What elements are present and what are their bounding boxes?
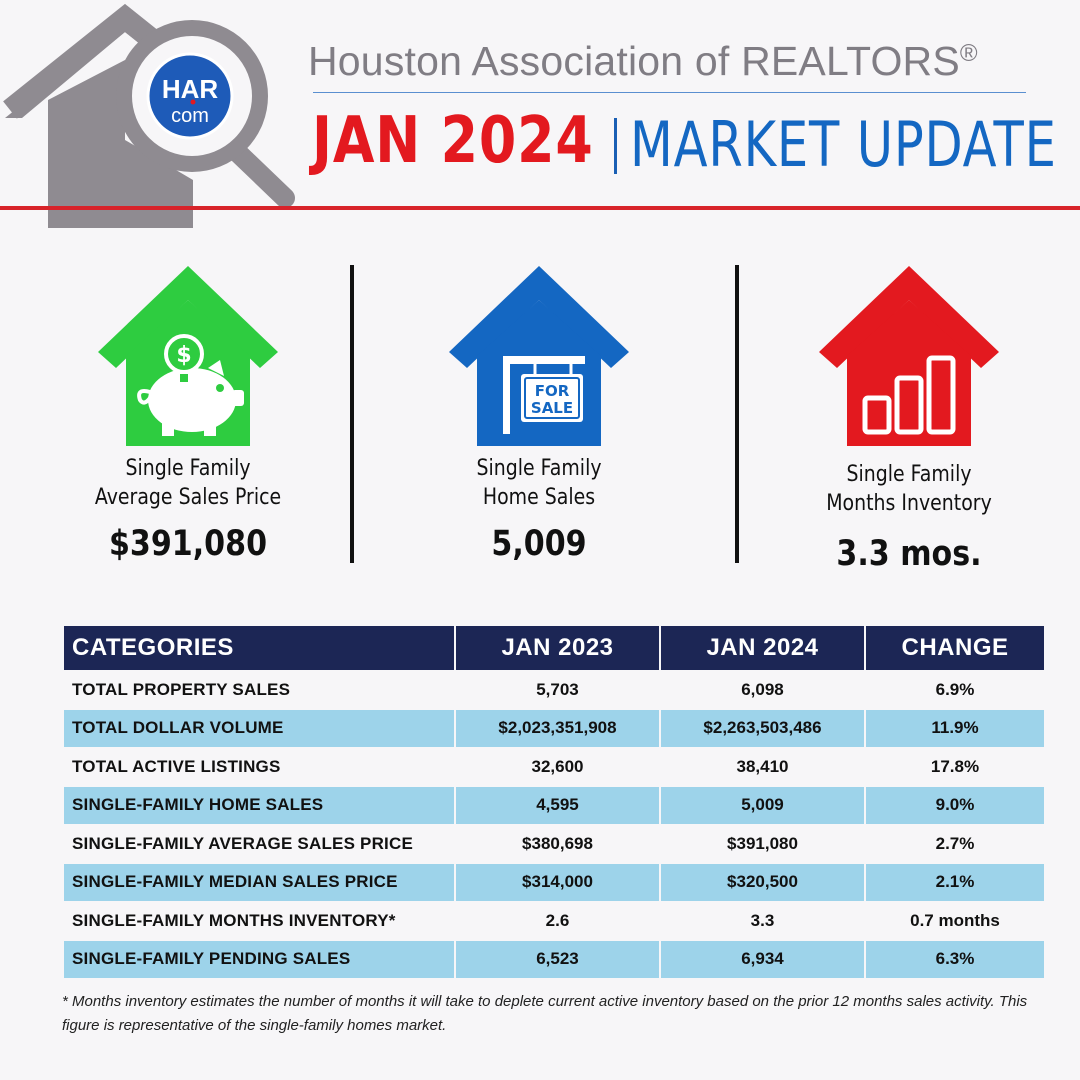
organization-name: Houston Association of REALTORS® xyxy=(308,38,1058,85)
row-jan-2023: $380,698 xyxy=(456,824,661,863)
row-jan-2023: 32,600 xyxy=(456,747,661,786)
row-jan-2023: 2.6 xyxy=(456,901,661,940)
table-row: SINGLE-FAMILY PENDING SALES 6,523 6,934 … xyxy=(64,939,1044,978)
row-change: 6.3% xyxy=(866,939,1044,978)
stat-label-line2: Home Sales xyxy=(482,485,596,510)
row-change: 6.9% xyxy=(866,670,1044,709)
stat-label-line1: Single Family xyxy=(846,462,972,487)
stat-label-line2: Months Inventory xyxy=(826,491,992,516)
stat-label-line1: Single Family xyxy=(125,456,251,481)
header-red-rule xyxy=(0,206,1080,210)
row-change: 17.8% xyxy=(866,747,1044,786)
row-change: 9.0% xyxy=(866,785,1044,824)
table-row: SINGLE-FAMILY HOME SALES 4,595 5,009 9.0… xyxy=(64,785,1044,824)
row-jan-2023: 4,595 xyxy=(456,785,661,824)
stat-home-sales: FOR SALE Single Family Home Sales 5,009 xyxy=(389,260,689,564)
row-jan-2023: 5,703 xyxy=(456,670,661,709)
registered-mark: ® xyxy=(959,40,978,67)
row-category: TOTAL PROPERTY SALES xyxy=(64,670,456,709)
row-jan-2023: $314,000 xyxy=(456,862,661,901)
row-category: SINGLE-FAMILY HOME SALES xyxy=(64,785,456,824)
sign-sale-text: SALE xyxy=(531,399,573,417)
month-title: JAN 2024 xyxy=(312,104,594,178)
stat-label: Single Family Months Inventory xyxy=(780,460,1038,518)
row-change: 2.1% xyxy=(866,862,1044,901)
row-jan-2024: 38,410 xyxy=(661,747,866,786)
piggy-bank-house-icon: $ xyxy=(98,266,278,446)
header-divider xyxy=(313,92,1026,93)
table-row: TOTAL ACTIVE LISTINGS 32,600 38,410 17.8… xyxy=(64,747,1044,786)
row-jan-2024: $320,500 xyxy=(661,862,866,901)
stat-label: Single Family Home Sales xyxy=(410,454,668,512)
row-jan-2023: 6,523 xyxy=(456,939,661,978)
stat-divider xyxy=(735,265,739,563)
stat-label: Single Family Average Sales Price xyxy=(59,454,317,512)
table-row: SINGLE-FAMILY MEDIAN SALES PRICE $314,00… xyxy=(64,862,1044,901)
market-data-table: CATEGORIES JAN 2023 JAN 2024 CHANGE TOTA… xyxy=(64,626,1044,978)
row-change: 0.7 months xyxy=(866,901,1044,940)
stat-value: $391,080 xyxy=(108,524,268,564)
header-categories: CATEGORIES xyxy=(64,626,456,670)
row-jan-2024: $2,263,503,486 xyxy=(661,708,866,747)
logo-com-text: com xyxy=(171,105,209,127)
row-jan-2023: $2,023,351,908 xyxy=(456,708,661,747)
table-row: SINGLE-FAMILY MONTHS INVENTORY* 2.6 3.3 … xyxy=(64,901,1044,940)
stat-value: 3.3 mos. xyxy=(836,534,982,574)
stat-label-line1: Single Family xyxy=(476,456,602,481)
row-category: SINGLE-FAMILY MONTHS INVENTORY* xyxy=(64,901,456,940)
row-change: 2.7% xyxy=(866,824,1044,863)
stat-divider xyxy=(350,265,354,563)
row-change: 11.9% xyxy=(866,708,1044,747)
table-header-row: CATEGORIES JAN 2023 JAN 2024 CHANGE xyxy=(64,626,1044,670)
footnote: * Months inventory estimates the number … xyxy=(62,993,1028,1034)
row-category: SINGLE-FAMILY MEDIAN SALES PRICE xyxy=(64,862,456,901)
row-jan-2024: 6,098 xyxy=(661,670,866,709)
header-jan-2023: JAN 2023 xyxy=(456,626,661,670)
sign-for-text: FOR xyxy=(535,382,570,400)
row-jan-2024: 6,934 xyxy=(661,939,866,978)
for-sale-house-icon: FOR SALE xyxy=(449,266,629,446)
har-logo: HAR com xyxy=(3,3,295,228)
magnifier-icon xyxy=(116,20,295,208)
svg-text:$: $ xyxy=(176,343,191,368)
row-category: TOTAL ACTIVE LISTINGS xyxy=(64,747,456,786)
logo-har-text: HAR xyxy=(162,74,219,104)
title-separator xyxy=(614,118,617,174)
row-category: TOTAL DOLLAR VOLUME xyxy=(64,708,456,747)
table-row: TOTAL PROPERTY SALES 5,703 6,098 6.9% xyxy=(64,670,1044,709)
logo-dot xyxy=(190,99,196,105)
stat-months-inventory: Single Family Months Inventory 3.3 mos. xyxy=(759,260,1059,574)
row-jan-2024: 3.3 xyxy=(661,901,866,940)
row-jan-2024: $391,080 xyxy=(661,824,866,863)
row-category: SINGLE-FAMILY PENDING SALES xyxy=(64,939,456,978)
header-jan-2024: JAN 2024 xyxy=(661,626,866,670)
stat-value: 5,009 xyxy=(491,524,587,564)
organization-name-text: Houston Association of REALTORS xyxy=(308,38,960,84)
row-category: SINGLE-FAMILY AVERAGE SALES PRICE xyxy=(64,824,456,863)
stat-average-sales-price: $ Single Family Average Sales Price $391,… xyxy=(38,260,338,564)
stat-label-line2: Average Sales Price xyxy=(94,485,282,510)
table-row: TOTAL DOLLAR VOLUME $2,023,351,908 $2,26… xyxy=(64,708,1044,747)
row-jan-2024: 5,009 xyxy=(661,785,866,824)
bar-chart-house-icon xyxy=(819,266,999,446)
header-change: CHANGE xyxy=(866,626,1044,670)
table-row: SINGLE-FAMILY AVERAGE SALES PRICE $380,6… xyxy=(64,824,1044,863)
market-update-title: MARKET UPDATE xyxy=(630,108,1057,181)
